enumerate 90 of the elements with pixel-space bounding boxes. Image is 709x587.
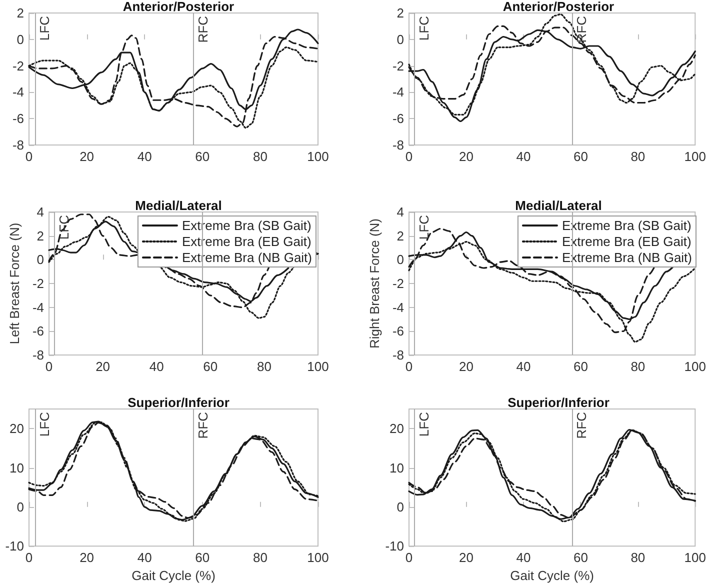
x-tick-label: 60 [195, 550, 210, 566]
y-tick-label: 20 [390, 421, 404, 436]
x-tick-label: 100 [684, 359, 706, 374]
x-tick-label: 80 [256, 359, 272, 374]
x-tick-label: 80 [630, 149, 646, 164]
x-tick-label: 40 [137, 149, 152, 164]
y-tick-label: 2 [396, 6, 404, 20]
ref-line-label: LFC [416, 16, 432, 41]
ref-line-label: LFC [36, 412, 52, 437]
y-tick-label: -2 [12, 58, 24, 74]
y-tick-label: 2 [36, 228, 44, 244]
y-tick-label: -4 [32, 300, 44, 315]
x-tick-label: 100 [307, 359, 329, 374]
y-tick-label: -4 [392, 300, 404, 315]
ref-line-label: LFC [56, 215, 72, 240]
y-tick-label: -10 [385, 538, 404, 554]
x-tick-label: 20 [80, 550, 94, 566]
y-tick-label: -8 [32, 348, 44, 362]
y-axis-title: Left Breast Force (N) [7, 222, 22, 344]
y-tick-label: -2 [392, 58, 404, 74]
x-tick-label: 40 [149, 359, 164, 374]
y-tick-label: 0 [16, 499, 24, 514]
y-tick-label: 0 [36, 252, 44, 268]
y-tick-label: -6 [32, 324, 44, 339]
x-tick-label: 20 [458, 149, 474, 164]
y-tick-label: -2 [392, 276, 404, 291]
legend-label: Extreme Bra (SB Gait) [182, 218, 312, 233]
chart-title: Superior/Inferior [128, 395, 230, 410]
y-tick-label: -8 [392, 348, 404, 362]
y-tick-label: -4 [392, 84, 404, 100]
legend-label: Extreme Bra (NB Gait) [562, 250, 692, 265]
y-axis-title: Right Breast Force (N) [367, 218, 382, 349]
x-tick-label: 60 [195, 149, 210, 164]
chart-title: Anterior/Posterior [502, 0, 614, 14]
x-axis-title: Gait Cycle (%) [510, 568, 594, 583]
ref-line-label: RFC [196, 16, 211, 43]
ref-line-label: LFC [416, 215, 432, 240]
ref-line-label: RFC [574, 412, 590, 439]
x-tick-label: 20 [458, 359, 474, 374]
y-tick-label: 4 [36, 204, 44, 220]
y-tick-label: -6 [392, 324, 404, 339]
x-tick-label: 40 [516, 359, 531, 374]
x-tick-label: 80 [252, 550, 268, 566]
y-tick-label: 0 [396, 32, 404, 47]
chart-title: Medial/Lateral [515, 198, 602, 213]
x-tick-label: 80 [630, 359, 646, 374]
y-tick-label: -4 [12, 84, 24, 100]
chart-title: Superior/Inferior [508, 395, 610, 410]
x-tick-label: 60 [573, 359, 588, 374]
y-tick-label: 10 [390, 460, 404, 476]
x-axis-title: Gait Cycle (%) [132, 568, 216, 583]
x-tick-label: 40 [516, 550, 531, 566]
x-tick-label: 60 [573, 149, 588, 164]
y-tick-label: 0 [16, 32, 24, 47]
x-tick-label: 80 [630, 550, 646, 566]
y-tick-label: -8 [392, 138, 404, 152]
y-tick-label: 2 [16, 6, 24, 20]
y-tick-label: -6 [392, 111, 404, 126]
chart-title: Anterior/Posterior [122, 0, 234, 14]
legend-label: Extreme Bra (SB Gait) [562, 218, 692, 233]
y-tick-label: 0 [396, 499, 404, 514]
x-tick-label: 20 [96, 359, 110, 374]
chart-title: Medial/Lateral [135, 198, 222, 213]
y-tick-label: 4 [396, 204, 404, 220]
x-tick-label: 40 [137, 550, 152, 566]
x-tick-label: 100 [684, 550, 706, 566]
x-tick-label: 20 [80, 149, 94, 164]
ref-line-label: RFC [574, 16, 590, 43]
y-tick-label: 0 [396, 252, 404, 268]
y-tick-label: -6 [12, 111, 24, 126]
x-tick-label: 40 [516, 149, 531, 164]
x-tick-label: 100 [307, 550, 329, 566]
x-tick-label: 60 [573, 550, 588, 566]
legend-label: Extreme Bra (NB Gait) [182, 250, 312, 265]
y-tick-label: 2 [396, 228, 404, 244]
x-tick-label: 100 [684, 149, 706, 164]
ref-line-label: LFC [36, 16, 52, 41]
ref-line-label: LFC [416, 412, 432, 437]
x-tick-label: 80 [252, 149, 268, 164]
x-tick-label: 20 [458, 550, 474, 566]
legend-label: Extreme Bra (EB Gait) [182, 234, 312, 249]
y-tick-label: 10 [10, 460, 24, 476]
ref-line-label: RFC [196, 412, 211, 439]
legend-label: Extreme Bra (EB Gait) [562, 234, 692, 249]
x-tick-label: 100 [307, 149, 329, 164]
y-tick-label: -2 [32, 276, 44, 291]
x-tick-label: 60 [203, 359, 218, 374]
y-tick-label: -10 [5, 538, 24, 554]
y-tick-label: 20 [10, 421, 24, 436]
y-tick-label: -8 [12, 138, 24, 152]
